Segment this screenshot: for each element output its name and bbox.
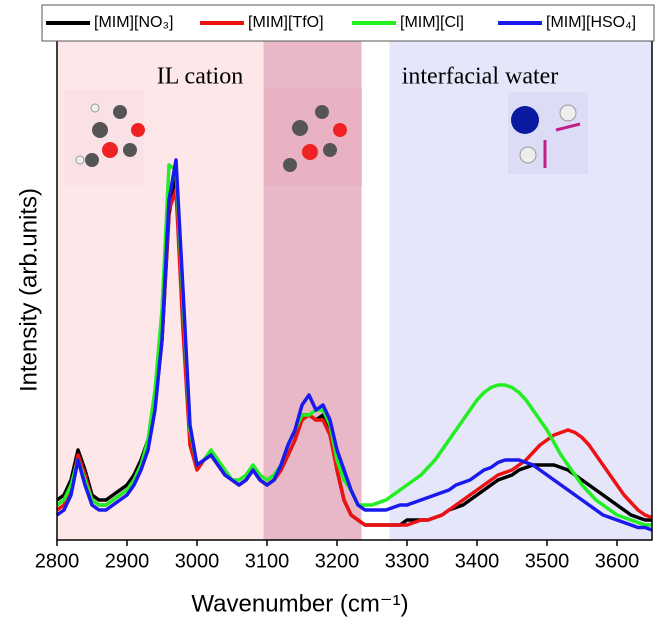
water-icon (508, 92, 588, 174)
annotation: IL cation (157, 64, 243, 90)
x-axis-label: Wavenumber (cm⁻¹) (191, 590, 408, 617)
y-axis-label: Intensity (arb.units) (15, 188, 42, 392)
legend-label: [MIM][NO₃] (94, 14, 173, 31)
plot-lines (55, 158, 653, 532)
legend-label: [MIM][Cl] (400, 14, 464, 31)
legend: [MIM][NO₃] [MIM][TfO] [MIM][Cl] [MIM][HSO₄] (46, 14, 636, 31)
annotation: interfacial water (402, 64, 559, 90)
x-tick-label: 3200 (315, 550, 360, 572)
molecule-icon (64, 90, 145, 185)
x-tick-label: 3400 (455, 550, 500, 572)
x-tick-label: 3600 (595, 550, 640, 572)
x-tick-label: 3000 (175, 550, 220, 572)
x-tick-label: 2800 (35, 550, 80, 572)
x-tick-label: 3300 (385, 550, 430, 572)
molecule-icon (264, 88, 362, 186)
legend-box (41, 4, 655, 42)
legend-label: [MIM][HSO₄] (546, 14, 636, 31)
x-tick-label: 3500 (525, 550, 570, 572)
x-tick-label: 3100 (245, 550, 290, 572)
legend-label: [MIM][TfO] (248, 14, 324, 31)
x-tick-label: 2900 (105, 550, 150, 572)
series-line (55, 158, 653, 532)
